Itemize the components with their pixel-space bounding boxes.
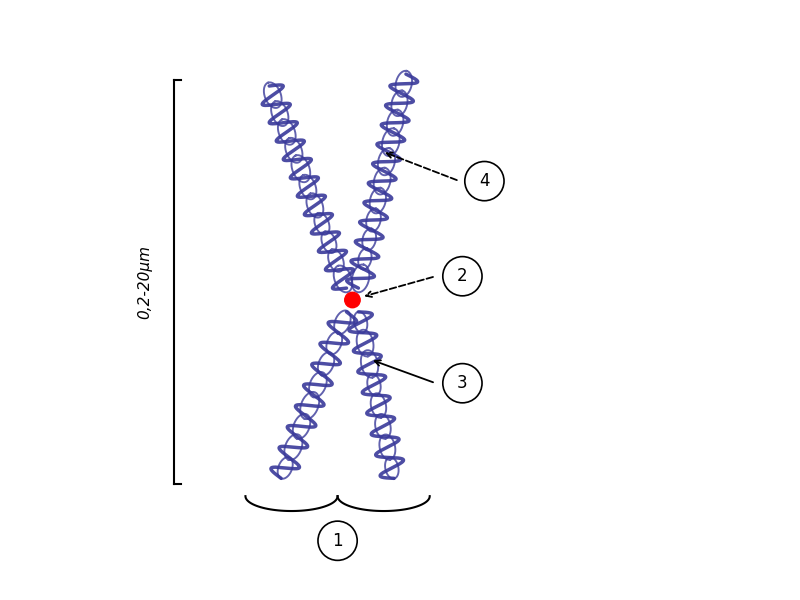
Text: 3: 3 (457, 374, 468, 392)
Text: 0,2-20μm: 0,2-20μm (137, 245, 152, 319)
Text: 2: 2 (457, 267, 468, 285)
Circle shape (345, 292, 360, 308)
Text: 4: 4 (479, 172, 490, 190)
Text: 1: 1 (332, 532, 343, 550)
